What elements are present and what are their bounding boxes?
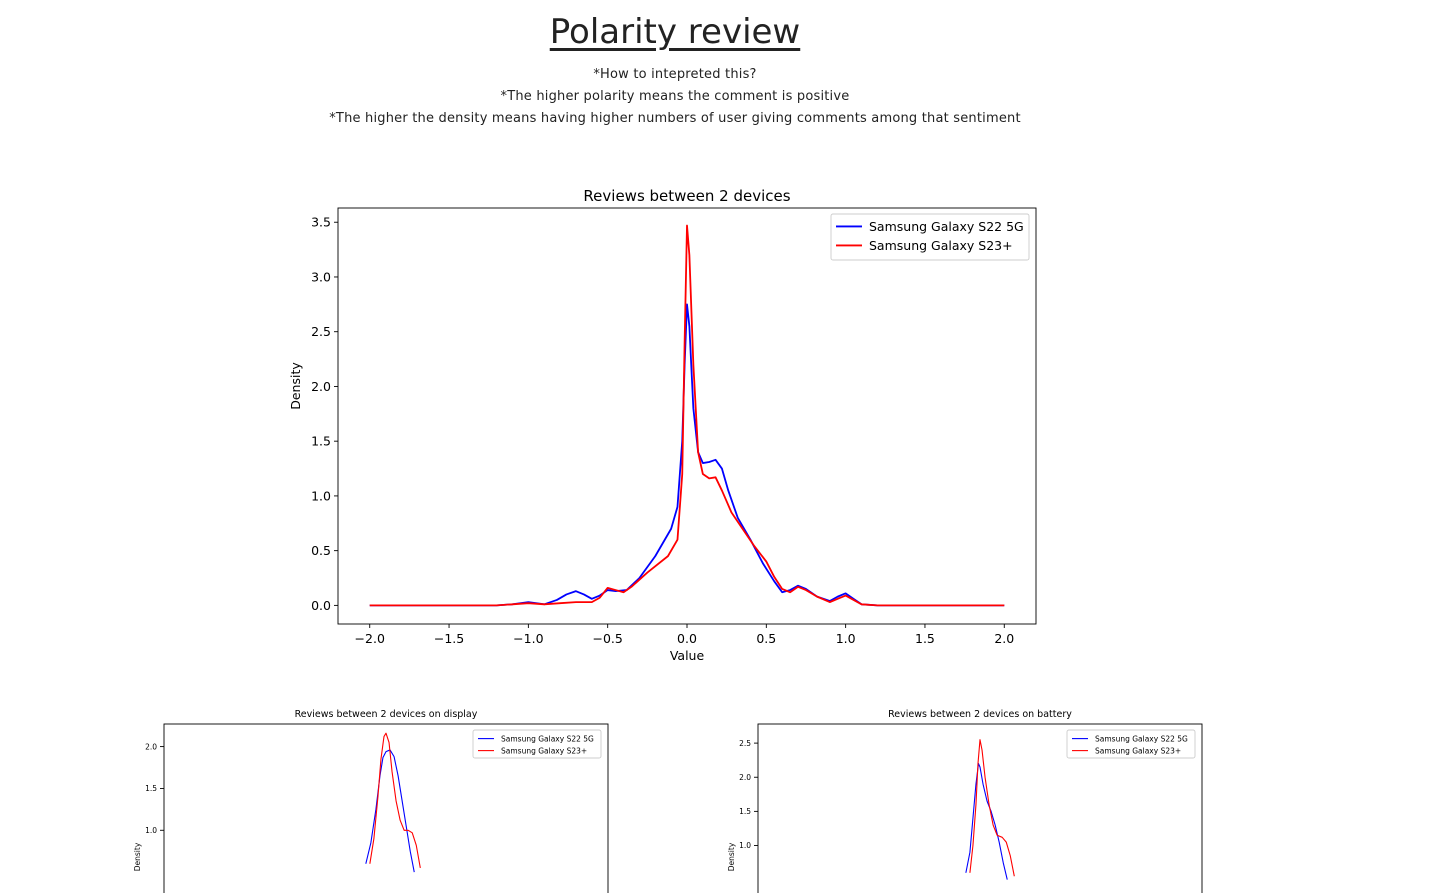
series-line-1 — [369, 224, 1005, 607]
plot-frame — [163, 723, 609, 893]
legend-box — [830, 213, 1030, 261]
series-line-0 — [365, 749, 415, 873]
y-tick-label: 2.5 — [739, 739, 751, 748]
chart-display: Reviews between 2 devices on display 1.0 1… — [133, 709, 609, 893]
x-tick-label: −0.5 — [593, 631, 623, 646]
y-tick-label: 2.0 — [739, 773, 751, 782]
x-tick-label: 2.0 — [994, 631, 1014, 646]
series-line-1 — [969, 739, 1015, 877]
series-line-1 — [369, 732, 421, 869]
y-axis-label: Density — [727, 842, 736, 871]
y-tick-label: 1.5 — [739, 807, 751, 816]
legend-label-0: Samsung Galaxy S22 5G — [501, 734, 594, 743]
y-tick-label: 3.0 — [311, 269, 331, 284]
legend-box — [1066, 729, 1196, 759]
x-tick-label: 0.5 — [756, 631, 776, 646]
y-axis-label: Density — [288, 362, 303, 410]
x-tick-label: −2.0 — [355, 631, 385, 646]
legend-label-1: Samsung Galaxy S23+ — [1095, 746, 1181, 755]
chart-title: Reviews between 2 devices on battery — [888, 709, 1072, 720]
y-tick-label: 2.0 — [145, 742, 157, 751]
legend-label-1: Samsung Galaxy S23+ — [869, 238, 1013, 253]
y-tick-label: 1.5 — [311, 434, 331, 449]
x-tick-label: 1.0 — [836, 631, 856, 646]
x-tick-label: 1.5 — [915, 631, 935, 646]
chart-battery: Reviews between 2 devices on battery 1.0 1… — [727, 709, 1203, 893]
y-tick-label: 2.0 — [311, 379, 331, 394]
series-line-0 — [965, 763, 1008, 880]
legend-label-0: Samsung Galaxy S22 5G — [1095, 734, 1188, 743]
y-tick-label: 3.5 — [311, 215, 331, 230]
x-tick-label: −1.0 — [513, 631, 543, 646]
y-tick-label: 1.0 — [311, 488, 331, 503]
x-tick-label: −1.5 — [434, 631, 464, 646]
legend-label-0: Samsung Galaxy S22 5G — [869, 219, 1024, 234]
x-tick-label: 0.0 — [677, 631, 697, 646]
y-tick-label: 1.0 — [145, 826, 157, 835]
y-tick-label: 0.0 — [311, 598, 331, 613]
note-density: *The higher the density means having hig… — [329, 111, 1021, 126]
chart-title: Reviews between 2 devices on display — [295, 709, 478, 720]
y-tick-label: 0.5 — [311, 543, 331, 558]
note-how-to-interpret: *How to intepreted this? — [593, 67, 757, 82]
series-line-0 — [369, 303, 1005, 607]
y-tick-label: 2.5 — [311, 324, 331, 339]
y-axis-label: Density — [133, 842, 142, 871]
note-polarity: *The higher polarity means the comment i… — [500, 89, 850, 104]
chart-title: Reviews between 2 devices — [583, 187, 790, 205]
chart-overall: Reviews between 2 devices 0.0 0.5 1.0 1.5 2.0… — [288, 187, 1037, 663]
page-title: Polarity review — [549, 12, 801, 52]
plot-frame — [337, 207, 1037, 625]
y-tick-label: 1.0 — [739, 841, 751, 850]
x-axis-label: Value — [670, 648, 705, 663]
legend-label-1: Samsung Galaxy S23+ — [501, 746, 587, 755]
plot-frame — [757, 723, 1203, 893]
y-tick-label: 1.5 — [145, 784, 157, 793]
legend-box — [472, 729, 602, 759]
